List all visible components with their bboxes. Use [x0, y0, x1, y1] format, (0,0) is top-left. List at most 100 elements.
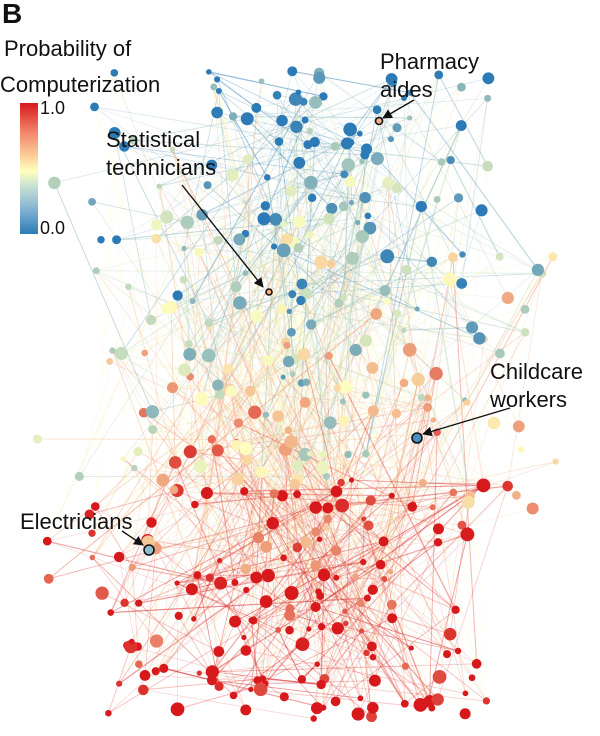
occupation-node — [206, 69, 212, 75]
network-edge — [493, 422, 522, 450]
occupation-node — [387, 136, 394, 143]
network-edge — [201, 286, 237, 400]
occupation-node — [317, 568, 331, 582]
network-edge — [132, 139, 438, 433]
occupation-node — [367, 405, 379, 417]
network-edge — [109, 361, 465, 401]
network-edge — [108, 578, 258, 714]
occupation-node — [385, 73, 398, 85]
network-edge — [165, 308, 237, 446]
occupation-node — [233, 233, 246, 246]
network-edge — [327, 518, 373, 647]
network-edge — [303, 354, 370, 526]
colorbar-min-label: 0.0 — [40, 218, 66, 238]
occupation-node — [391, 182, 403, 194]
network-edge — [309, 130, 473, 678]
occupation-node — [262, 355, 274, 367]
childcare-arrow — [422, 407, 511, 437]
occupation-node — [457, 82, 466, 92]
network-edge — [346, 143, 480, 339]
network-edge — [245, 233, 299, 647]
network-edge — [177, 295, 325, 576]
occupation-node — [275, 627, 282, 633]
network-edge — [137, 340, 367, 647]
network-edge — [411, 273, 543, 649]
network-edge — [199, 656, 374, 674]
network-edge — [91, 86, 462, 558]
occupation-node — [225, 385, 237, 397]
network-edge — [155, 461, 556, 549]
network-edge — [337, 507, 433, 629]
network-edge — [208, 71, 367, 150]
network-edge — [320, 256, 554, 685]
network-edge — [335, 492, 454, 551]
network-edge — [252, 620, 372, 718]
network-edge — [285, 301, 388, 450]
network-edge — [376, 109, 454, 258]
network-edge — [297, 465, 329, 520]
occupation-node — [260, 201, 271, 211]
network-edge — [114, 72, 487, 702]
network-edge — [245, 233, 325, 575]
network-edge — [246, 118, 333, 209]
network-edge — [350, 78, 392, 143]
network-edge — [260, 219, 277, 472]
network-edge — [152, 411, 255, 431]
network-edge — [199, 250, 284, 253]
occupation-node — [345, 251, 359, 265]
occupation-node — [231, 579, 239, 587]
occupation-node — [359, 191, 371, 204]
occupation-node — [333, 384, 341, 392]
occupation-node — [349, 343, 362, 357]
network-edge — [315, 407, 428, 533]
network-edge — [173, 397, 428, 490]
network-edge — [265, 546, 367, 654]
network-edge — [144, 675, 322, 685]
occupation-node — [110, 69, 119, 77]
network-edge — [285, 341, 317, 508]
network-edge — [344, 329, 405, 388]
occupation-node — [511, 490, 521, 500]
network-edge — [298, 182, 312, 248]
network-edge — [217, 112, 351, 143]
occupation-node — [455, 120, 467, 132]
network-edge — [193, 560, 221, 620]
occupation-node — [309, 501, 322, 514]
network-edge — [283, 557, 316, 566]
network-edge — [296, 480, 318, 665]
network-edge — [188, 343, 269, 362]
network-edge — [96, 270, 469, 536]
network-edge — [212, 666, 406, 673]
network-edge — [218, 90, 268, 178]
occupation-node — [433, 538, 443, 547]
network-edge — [450, 159, 501, 258]
network-edge — [147, 539, 316, 566]
occupation-node — [156, 473, 170, 487]
occupation-node — [194, 247, 205, 258]
network-edge — [267, 361, 289, 576]
occupation-node — [434, 70, 444, 80]
network-edge — [228, 302, 340, 370]
network-edge — [310, 261, 433, 326]
occupation-node — [253, 682, 268, 697]
network-edge — [396, 127, 442, 163]
occupation-node — [338, 201, 349, 212]
occupation-node — [293, 243, 304, 253]
occupation-node — [269, 213, 283, 226]
network-edge — [159, 142, 348, 187]
network-edge — [351, 479, 484, 486]
occupation-node — [443, 650, 452, 659]
network-edge — [138, 561, 364, 604]
network-edge — [295, 99, 374, 658]
network-edge — [54, 77, 489, 184]
occupation-node — [128, 563, 136, 571]
network-edge — [282, 377, 307, 543]
network-edge — [121, 302, 240, 354]
occupation-node — [482, 72, 495, 85]
occupation-node — [170, 702, 185, 717]
network-edge — [110, 451, 191, 613]
network-edge — [282, 300, 388, 378]
network-edge — [183, 218, 330, 281]
network-edge — [318, 591, 451, 635]
